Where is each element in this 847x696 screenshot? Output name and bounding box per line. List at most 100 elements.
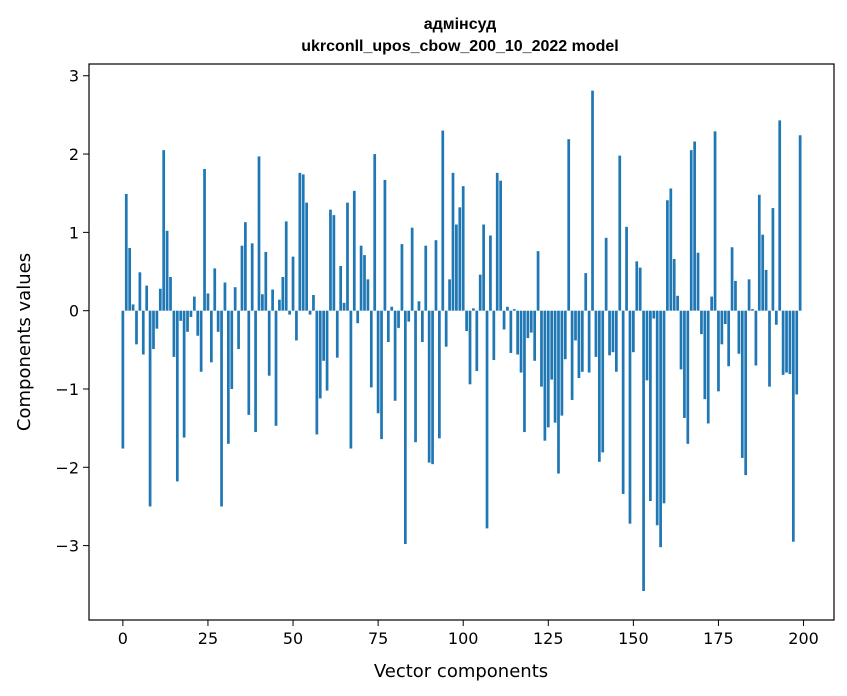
bar-154 xyxy=(645,310,649,381)
bar-161 xyxy=(669,188,673,311)
bar-32 xyxy=(230,310,234,389)
bar-16 xyxy=(175,310,179,482)
bar-44 xyxy=(271,289,274,311)
y-axis-label: Components values xyxy=(14,253,35,431)
bar-56 xyxy=(312,295,315,311)
bar-153 xyxy=(642,310,645,592)
bar-72 xyxy=(366,279,370,311)
bar-169 xyxy=(696,252,700,311)
bar-53 xyxy=(301,174,305,311)
bar-194 xyxy=(781,310,785,375)
bar-152 xyxy=(638,267,642,311)
bar-108 xyxy=(489,235,492,311)
bar-7 xyxy=(145,285,149,311)
bar-107 xyxy=(485,310,489,529)
bar-159 xyxy=(662,310,666,504)
bar-129 xyxy=(560,310,564,416)
bar-106 xyxy=(482,224,485,311)
bar-64 xyxy=(339,266,343,311)
bar-197 xyxy=(791,310,795,542)
bar-20 xyxy=(189,310,193,317)
x-tick-label-50: 50 xyxy=(283,629,303,648)
bar-175 xyxy=(717,310,720,392)
bar-63 xyxy=(335,310,339,358)
bar-42 xyxy=(264,251,268,311)
bar-196 xyxy=(788,310,792,375)
bar-69 xyxy=(356,310,360,324)
bar-188 xyxy=(761,234,765,311)
bar-139 xyxy=(594,310,598,357)
bar-30 xyxy=(223,282,227,311)
bar-28 xyxy=(216,310,220,332)
bar-98 xyxy=(455,224,458,311)
bar-132 xyxy=(570,310,574,400)
bar-8 xyxy=(148,310,152,507)
bar-86 xyxy=(414,310,417,443)
bar-67 xyxy=(349,310,353,449)
bar-118 xyxy=(523,310,526,433)
x-tick-label-0: 0 xyxy=(118,629,128,648)
bar-87 xyxy=(417,301,421,311)
bar-61 xyxy=(329,209,332,311)
bar-93 xyxy=(438,310,441,439)
bar-138 xyxy=(591,90,594,311)
bar-99 xyxy=(458,207,462,311)
bar-50 xyxy=(291,256,295,311)
chart-title-line1: адмінсуд xyxy=(424,16,497,33)
bar-78 xyxy=(386,310,390,342)
bar-46 xyxy=(278,299,281,311)
bar-70 xyxy=(359,245,363,311)
x-tick-label-75: 75 xyxy=(368,629,388,648)
bar-3 xyxy=(131,304,135,311)
bar-81 xyxy=(397,310,400,328)
bar-45 xyxy=(274,310,278,426)
bar-195 xyxy=(785,310,788,373)
bar-181 xyxy=(737,310,741,354)
y-tick-label--2: −2 xyxy=(55,458,79,477)
bar-190 xyxy=(768,310,771,387)
bar-141 xyxy=(601,310,605,453)
bar-68 xyxy=(352,190,356,311)
bar-126 xyxy=(550,310,554,380)
y-tick-label-2: 2 xyxy=(69,145,79,164)
bar-124 xyxy=(543,310,547,441)
bar-62 xyxy=(332,215,336,311)
bar-171 xyxy=(703,310,707,400)
bar-158 xyxy=(659,310,662,548)
bar-121 xyxy=(533,310,537,361)
bar-92 xyxy=(434,240,438,311)
bar-182 xyxy=(740,310,744,458)
bar-41 xyxy=(261,294,264,311)
bar-10 xyxy=(155,310,159,329)
bar-115 xyxy=(512,309,516,311)
x-tick-label-175: 175 xyxy=(703,629,734,648)
bar-157 xyxy=(655,310,659,526)
bar-148 xyxy=(625,226,628,311)
bar-191 xyxy=(771,208,775,311)
bar-164 xyxy=(679,310,683,370)
bar-57 xyxy=(315,310,319,435)
bar-23 xyxy=(199,310,203,372)
x-tick-label-200: 200 xyxy=(788,629,819,648)
bar-133 xyxy=(574,310,577,341)
bar-4 xyxy=(135,310,138,345)
bar-144 xyxy=(611,310,615,353)
bar-12 xyxy=(162,150,166,311)
bar-71 xyxy=(363,255,366,311)
bar-65 xyxy=(342,302,346,311)
bar-97 xyxy=(451,172,455,311)
bar-192 xyxy=(774,310,778,325)
y-tick-label-1: 1 xyxy=(69,223,79,242)
bar-17 xyxy=(179,310,183,321)
bar-29 xyxy=(220,310,223,507)
bar-18 xyxy=(182,310,186,438)
bar-172 xyxy=(706,310,710,424)
bar-6 xyxy=(141,310,145,355)
bar-96 xyxy=(448,279,451,311)
bar-74 xyxy=(373,154,377,311)
bar-89 xyxy=(424,245,428,311)
y-tick-label-3: 3 xyxy=(69,67,79,86)
bar-0 xyxy=(121,310,125,449)
bar-26 xyxy=(209,310,213,363)
bar-163 xyxy=(676,295,679,311)
